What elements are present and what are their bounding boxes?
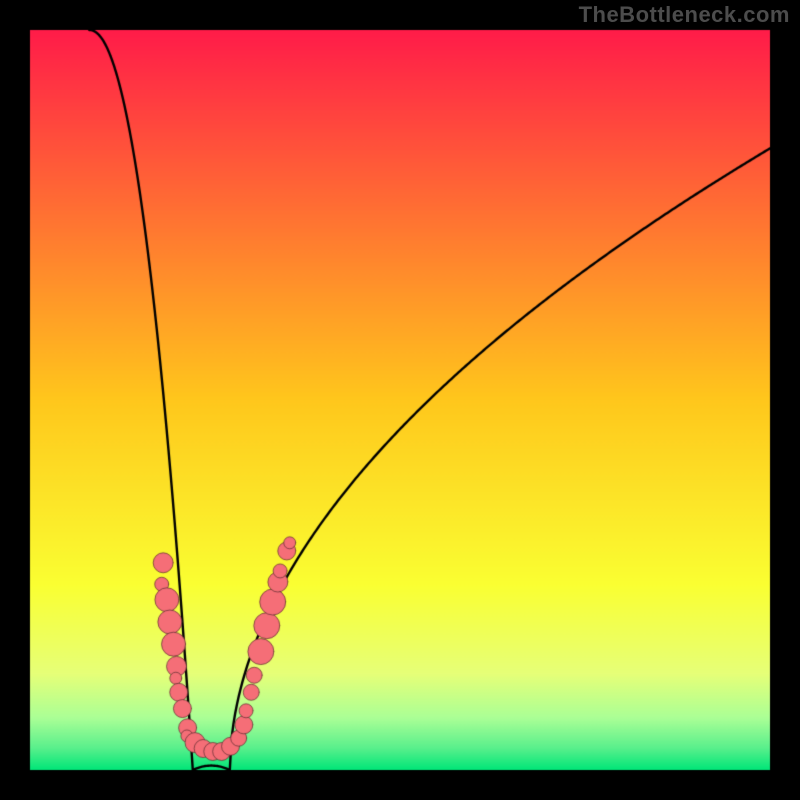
chart-container: TheBottleneck.com <box>0 0 800 800</box>
watermark-text: TheBottleneck.com <box>579 2 790 28</box>
bottleneck-chart-canvas <box>0 0 800 800</box>
